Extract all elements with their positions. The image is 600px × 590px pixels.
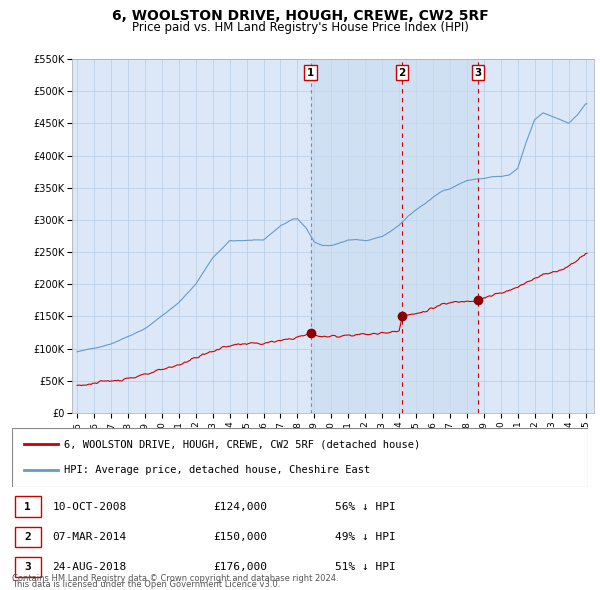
Text: 56% ↓ HPI: 56% ↓ HPI [335, 502, 395, 512]
Text: 10-OCT-2008: 10-OCT-2008 [52, 502, 127, 512]
Text: Contains HM Land Registry data © Crown copyright and database right 2024.: Contains HM Land Registry data © Crown c… [12, 574, 338, 583]
Text: 1: 1 [307, 68, 314, 78]
Text: Price paid vs. HM Land Registry's House Price Index (HPI): Price paid vs. HM Land Registry's House … [131, 21, 469, 34]
Text: 51% ↓ HPI: 51% ↓ HPI [335, 562, 395, 572]
Text: 24-AUG-2018: 24-AUG-2018 [52, 562, 127, 572]
Text: 2: 2 [25, 532, 31, 542]
Text: 49% ↓ HPI: 49% ↓ HPI [335, 532, 395, 542]
Text: 3: 3 [474, 68, 482, 78]
Text: 2: 2 [398, 68, 406, 78]
Text: 1: 1 [25, 502, 31, 512]
Text: £150,000: £150,000 [214, 532, 268, 542]
Text: 6, WOOLSTON DRIVE, HOUGH, CREWE, CW2 5RF (detached house): 6, WOOLSTON DRIVE, HOUGH, CREWE, CW2 5RF… [64, 440, 420, 449]
Text: This data is licensed under the Open Government Licence v3.0.: This data is licensed under the Open Gov… [12, 581, 280, 589]
Text: 6, WOOLSTON DRIVE, HOUGH, CREWE, CW2 5RF: 6, WOOLSTON DRIVE, HOUGH, CREWE, CW2 5RF [112, 9, 488, 23]
FancyBboxPatch shape [12, 428, 588, 487]
FancyBboxPatch shape [15, 496, 41, 517]
Text: HPI: Average price, detached house, Cheshire East: HPI: Average price, detached house, Ches… [64, 466, 370, 475]
FancyBboxPatch shape [15, 557, 41, 578]
Bar [311, 59, 478, 413]
FancyBboxPatch shape [15, 526, 41, 548]
Text: £176,000: £176,000 [214, 562, 268, 572]
Text: £124,000: £124,000 [214, 502, 268, 512]
Text: 3: 3 [25, 562, 31, 572]
Text: 07-MAR-2014: 07-MAR-2014 [52, 532, 127, 542]
